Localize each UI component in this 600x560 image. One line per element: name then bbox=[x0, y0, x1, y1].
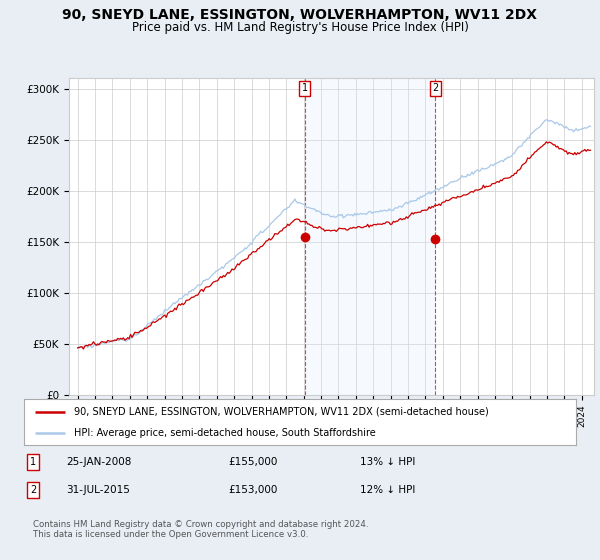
Text: £153,000: £153,000 bbox=[228, 485, 277, 495]
Text: Contains HM Land Registry data © Crown copyright and database right 2024.
This d: Contains HM Land Registry data © Crown c… bbox=[33, 520, 368, 539]
Text: 90, SNEYD LANE, ESSINGTON, WOLVERHAMPTON, WV11 2DX (semi-detached house): 90, SNEYD LANE, ESSINGTON, WOLVERHAMPTON… bbox=[74, 407, 488, 417]
Text: 1: 1 bbox=[30, 457, 36, 467]
Bar bbox=[305, 78, 436, 395]
Text: Price paid vs. HM Land Registry's House Price Index (HPI): Price paid vs. HM Land Registry's House … bbox=[131, 21, 469, 34]
Text: HPI: Average price, semi-detached house, South Staffordshire: HPI: Average price, semi-detached house,… bbox=[74, 428, 376, 438]
Text: 2: 2 bbox=[433, 83, 439, 93]
Text: 2: 2 bbox=[30, 485, 36, 495]
Text: £155,000: £155,000 bbox=[228, 457, 277, 467]
Text: 25-JAN-2008: 25-JAN-2008 bbox=[66, 457, 131, 467]
Text: 13% ↓ HPI: 13% ↓ HPI bbox=[360, 457, 415, 467]
Text: 1: 1 bbox=[302, 83, 308, 93]
Text: 12% ↓ HPI: 12% ↓ HPI bbox=[360, 485, 415, 495]
Text: 31-JUL-2015: 31-JUL-2015 bbox=[66, 485, 130, 495]
Text: 90, SNEYD LANE, ESSINGTON, WOLVERHAMPTON, WV11 2DX: 90, SNEYD LANE, ESSINGTON, WOLVERHAMPTON… bbox=[62, 8, 538, 22]
